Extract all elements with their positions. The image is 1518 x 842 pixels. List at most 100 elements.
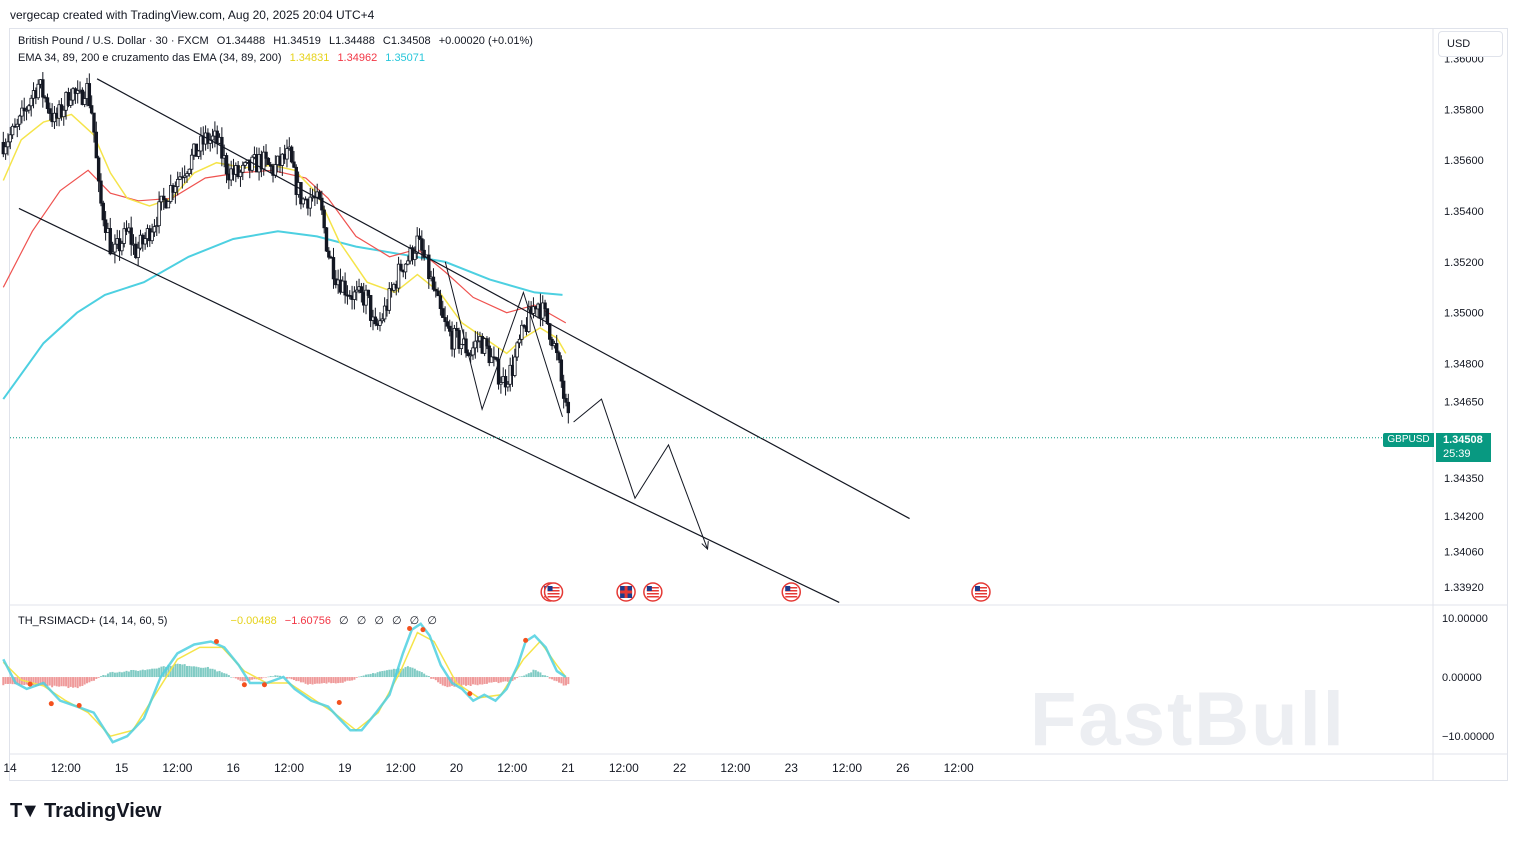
indicator-title[interactable]: TH_RSIMACD+ (14, 14, 60, 5) bbox=[18, 615, 168, 627]
candle-body bbox=[452, 328, 457, 350]
oscillator-signal-dot bbox=[420, 627, 426, 633]
price-axis-tick-label: 1.35000 bbox=[1444, 308, 1484, 320]
candle-body bbox=[173, 186, 178, 193]
histogram-bar bbox=[118, 671, 121, 678]
currency-selector-button[interactable]: USD bbox=[1438, 31, 1503, 57]
histogram-bar bbox=[418, 671, 421, 678]
event-ring bbox=[643, 582, 663, 602]
chart-frame bbox=[9, 28, 1508, 781]
histogram-bar bbox=[211, 668, 214, 678]
price-axis-tick-label: 1.34200 bbox=[1444, 511, 1484, 523]
candle-body bbox=[236, 165, 240, 178]
candle-body bbox=[101, 202, 105, 221]
candle-body bbox=[48, 108, 52, 114]
candle-body bbox=[155, 225, 159, 228]
ema-legend: EMA 34, 89, 200 e cruzamento das EMA (34… bbox=[18, 52, 430, 64]
candle-body bbox=[71, 88, 75, 101]
candle-body bbox=[554, 343, 559, 354]
flag-stripe bbox=[974, 596, 987, 598]
histogram-bar bbox=[497, 677, 500, 684]
histogram-bar bbox=[374, 673, 377, 678]
flag-stripe bbox=[646, 596, 659, 598]
histogram-bar bbox=[181, 664, 184, 678]
histogram-bar bbox=[153, 668, 156, 678]
histogram-bar bbox=[562, 677, 565, 686]
projection-arrowhead bbox=[701, 541, 709, 551]
candle-body bbox=[150, 231, 154, 242]
flag-stripe bbox=[974, 593, 987, 595]
oscillator-signal-dot bbox=[241, 682, 247, 688]
histogram-bar bbox=[355, 677, 358, 678]
flag-stripe bbox=[974, 590, 987, 592]
histogram-bar bbox=[465, 677, 468, 686]
candle-body bbox=[187, 168, 192, 174]
time-axis-tick-label: 12:00 bbox=[609, 761, 639, 775]
candle-body bbox=[455, 328, 459, 331]
candle-body bbox=[489, 356, 494, 364]
histogram-bar bbox=[90, 677, 93, 682]
histogram-bar bbox=[339, 677, 342, 683]
candle-body bbox=[89, 105, 94, 114]
candle-body bbox=[531, 306, 536, 314]
histogram-bar bbox=[16, 677, 19, 684]
histogram-bar bbox=[413, 668, 416, 678]
candle-body bbox=[17, 115, 22, 125]
histogram-bar bbox=[190, 666, 193, 678]
histogram-bar bbox=[216, 671, 219, 678]
candle-body bbox=[15, 123, 19, 127]
histogram-bar bbox=[260, 677, 263, 679]
indicator-value: −1.60756 bbox=[284, 615, 331, 627]
histogram-bar bbox=[402, 668, 405, 678]
histogram-bar bbox=[469, 677, 472, 686]
histogram-bar bbox=[72, 677, 75, 688]
histogram-bar bbox=[237, 677, 240, 680]
candle-body bbox=[285, 148, 289, 160]
oscillator-main-line bbox=[2, 622, 567, 744]
histogram-bar bbox=[558, 677, 561, 683]
histogram-bar bbox=[495, 677, 498, 682]
flag-stripe bbox=[785, 596, 798, 598]
candle-body bbox=[368, 295, 373, 321]
histogram-bar bbox=[83, 677, 86, 685]
candle-body bbox=[185, 173, 189, 177]
histogram-bar bbox=[462, 677, 465, 685]
candle-body bbox=[220, 136, 224, 159]
time-axis-tick-label: 12:00 bbox=[162, 761, 192, 775]
histogram-bar bbox=[295, 677, 298, 682]
histogram-bar bbox=[411, 667, 414, 678]
histogram-bar bbox=[467, 677, 470, 686]
time-axis-tick-label: 12:00 bbox=[51, 761, 81, 775]
candle-body bbox=[243, 162, 247, 166]
histogram-bar bbox=[18, 677, 21, 686]
histogram-bar bbox=[39, 677, 42, 686]
histogram-bar bbox=[79, 677, 82, 687]
histogram-bar bbox=[58, 677, 61, 687]
histogram-bar bbox=[458, 677, 461, 686]
symbol-title[interactable]: British Pound / U.S. Dollar · 30 · FXCM bbox=[18, 35, 209, 47]
histogram-bar bbox=[67, 677, 70, 689]
candle-body bbox=[322, 209, 326, 229]
tradingview-brand[interactable]: T▼ TradingView bbox=[10, 800, 161, 823]
histogram-bar bbox=[86, 677, 89, 684]
candle-body bbox=[366, 289, 371, 296]
ema-title[interactable]: EMA 34, 89, 200 e cruzamento das EMA (34… bbox=[18, 52, 282, 64]
histogram-bar bbox=[60, 677, 63, 687]
price-axis-tick-label: 1.34350 bbox=[1444, 473, 1484, 485]
histogram-bar bbox=[527, 673, 530, 678]
histogram-bar bbox=[202, 667, 205, 678]
oscillator-signal-line bbox=[2, 631, 567, 738]
candle-body bbox=[457, 330, 461, 349]
candle-body bbox=[431, 276, 436, 290]
histogram-bar bbox=[518, 676, 521, 678]
candle-body bbox=[62, 109, 66, 118]
ema89-line bbox=[2, 169, 567, 324]
histogram-bar bbox=[476, 677, 479, 686]
histogram-bar bbox=[523, 675, 526, 678]
histogram-bar bbox=[169, 665, 172, 678]
price-axis-tick-label: 1.34800 bbox=[1444, 359, 1484, 371]
candle-body bbox=[27, 105, 31, 111]
candle-body bbox=[548, 323, 552, 340]
histogram-bar bbox=[227, 675, 230, 678]
candle-body bbox=[280, 153, 285, 166]
